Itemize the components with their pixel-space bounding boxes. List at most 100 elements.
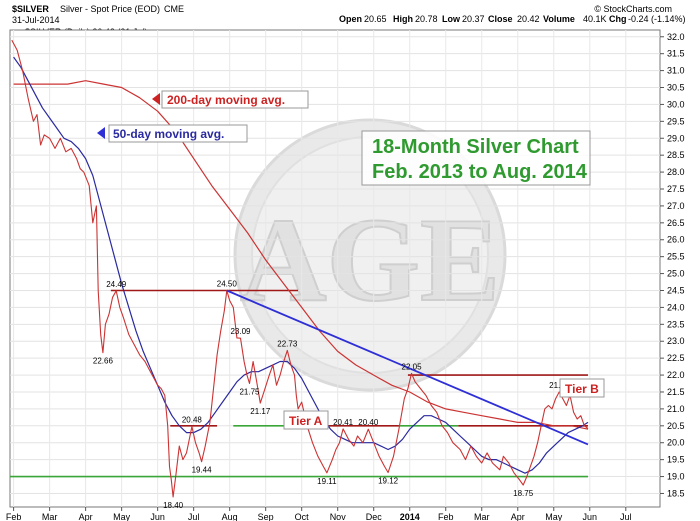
ma200-label: 200-day moving avg. xyxy=(167,93,285,107)
y-tick-label: 26.5 xyxy=(667,218,685,228)
series-group xyxy=(11,39,589,498)
y-tick-label: 32.0 xyxy=(667,32,685,42)
chg-label: Chg xyxy=(609,14,627,24)
chart-symbol: $SILVER xyxy=(12,4,49,14)
high-value: 20.78 xyxy=(415,14,438,24)
price-label: 20.40 xyxy=(358,418,379,427)
y-tick-label: 22.5 xyxy=(667,353,685,363)
price-label: 20.41 xyxy=(333,418,354,427)
high-label: High xyxy=(393,14,413,24)
y-tick-label: 31.0 xyxy=(667,66,685,76)
trend-line xyxy=(226,289,589,446)
x-tick-label: Mar xyxy=(42,512,58,521)
y-tick-label: 30.5 xyxy=(667,83,685,93)
chg-value: -0.24 (-1.14%) xyxy=(628,14,686,24)
price-label: 19.12 xyxy=(378,476,399,485)
y-tick-label: 23.5 xyxy=(667,319,685,329)
price-label: 18.40 xyxy=(163,501,184,510)
x-tick-label: Apr xyxy=(79,512,93,521)
y-tick-label: 29.5 xyxy=(667,116,685,126)
ma200-callout: 200-day moving avg. xyxy=(152,90,309,109)
chart-instrument-name: Silver - Spot Price (EOD) xyxy=(60,4,160,14)
price-label: 21.50 xyxy=(549,381,570,390)
ma50-callout: 50-day moving avg. xyxy=(97,124,248,143)
volume-label: Volume xyxy=(543,14,575,24)
price-label: 20.48 xyxy=(182,415,203,424)
y-tick-label: 18.5 xyxy=(667,488,685,498)
y-tick-label: 19.5 xyxy=(667,455,685,465)
age-coin-watermark: AGE xyxy=(233,118,507,392)
price-label: 22.73 xyxy=(277,339,298,348)
x-tick-label: Jun xyxy=(150,512,165,521)
tier-b-label: Tier B xyxy=(565,382,599,396)
chart-title-box: 18-Month Silver Chart Feb. 2013 to Aug. … xyxy=(361,130,591,186)
low-value: 20.37 xyxy=(462,14,485,24)
y-tick-label: 24.0 xyxy=(667,302,685,312)
plot-frame xyxy=(9,29,661,508)
x-tick-label: Dec xyxy=(366,512,383,521)
ma200-series-line xyxy=(13,80,589,430)
price-label: 24.49 xyxy=(106,280,127,289)
y-tick-label: 20.0 xyxy=(667,438,685,448)
y-tick-label: 26.0 xyxy=(667,235,685,245)
y-tick-label: 27.0 xyxy=(667,201,685,211)
x-tick-label: May xyxy=(545,512,563,521)
chart-title: 18-Month Silver Chart xyxy=(372,136,579,158)
ma200-arrow-icon xyxy=(152,93,160,105)
tier-a-callout: Tier A xyxy=(283,410,329,430)
tier-b-callout: Tier B xyxy=(559,378,605,398)
ma50-series-line xyxy=(13,56,589,474)
price-label: 23.09 xyxy=(230,327,251,336)
price-label: 21.75 xyxy=(239,388,260,397)
y-tick-label: 25.0 xyxy=(667,269,685,279)
y-tick-label: 23.0 xyxy=(667,336,685,346)
y-tick-label: 24.5 xyxy=(667,285,685,295)
price-labels: 24.49 22.66 20.48 18.40 19.44 24.50 23.09 21.75… xyxy=(93,279,570,509)
price-label: 18.75 xyxy=(513,489,534,498)
x-tick-label: Apr xyxy=(511,512,525,521)
tier-a-label: Tier A xyxy=(289,414,323,428)
price-label: 19.44 xyxy=(192,466,213,475)
y-tick-label: 21.5 xyxy=(667,387,685,397)
price-series-line xyxy=(11,39,589,498)
y-tick-label: 19.0 xyxy=(667,472,685,482)
y-tick-label: 25.5 xyxy=(667,252,685,262)
price-label: 24.50 xyxy=(217,279,238,288)
ma50-callout-box xyxy=(108,124,248,143)
stockcharts-brand: © StockCharts.com xyxy=(594,4,672,14)
y-tick-label: 28.0 xyxy=(667,167,685,177)
x-tick-label: Feb xyxy=(438,512,454,521)
open-value: 20.65 xyxy=(364,14,387,24)
title-box-frame xyxy=(361,130,591,186)
y-tick-label: 20.5 xyxy=(667,421,685,431)
x-axis: Feb Mar Apr May Jun Jul Aug Sep Oct Nov Dec 2014 Feb… xyxy=(6,507,632,521)
y-tick-label: 21.0 xyxy=(667,404,685,414)
tier-a-box xyxy=(283,410,329,430)
watermark-logo-text: AGE xyxy=(240,193,500,326)
tier-b-box xyxy=(559,378,605,398)
x-tick-label: Jul xyxy=(620,512,632,521)
x-tick-label: Nov xyxy=(330,512,347,521)
x-tick-label: May xyxy=(113,512,131,521)
x-tick-label: Oct xyxy=(295,512,310,521)
x-tick-label: Feb xyxy=(6,512,22,521)
ma200-callout-box xyxy=(161,90,309,109)
y-tick-label: 29.0 xyxy=(667,133,685,143)
y-tick-label: 22.0 xyxy=(667,370,685,380)
y-axis: 18.5 19.0 19.5 20.0 20.5 21.0 21.5 22.0 22.5 23.0… xyxy=(660,32,685,498)
y-tick-label: 31.5 xyxy=(667,49,685,59)
x-tick-label: Jun xyxy=(583,512,598,521)
close-label: Close xyxy=(488,14,513,24)
price-label: 22.66 xyxy=(93,357,114,366)
ma50-label: 50-day moving avg. xyxy=(113,127,224,141)
volume-value: 40.1K xyxy=(583,14,607,24)
open-label: Open xyxy=(339,14,362,24)
price-label: 22.05 xyxy=(402,362,423,371)
x-tick-label: Aug xyxy=(222,512,238,521)
low-label: Low xyxy=(442,14,461,24)
price-label: 19.11 xyxy=(317,477,337,486)
chart-subtitle: Feb. 2013 to Aug. 2014 xyxy=(372,161,588,183)
x-tick-label: Mar xyxy=(474,512,490,521)
x-tick-label: Jul xyxy=(188,512,200,521)
